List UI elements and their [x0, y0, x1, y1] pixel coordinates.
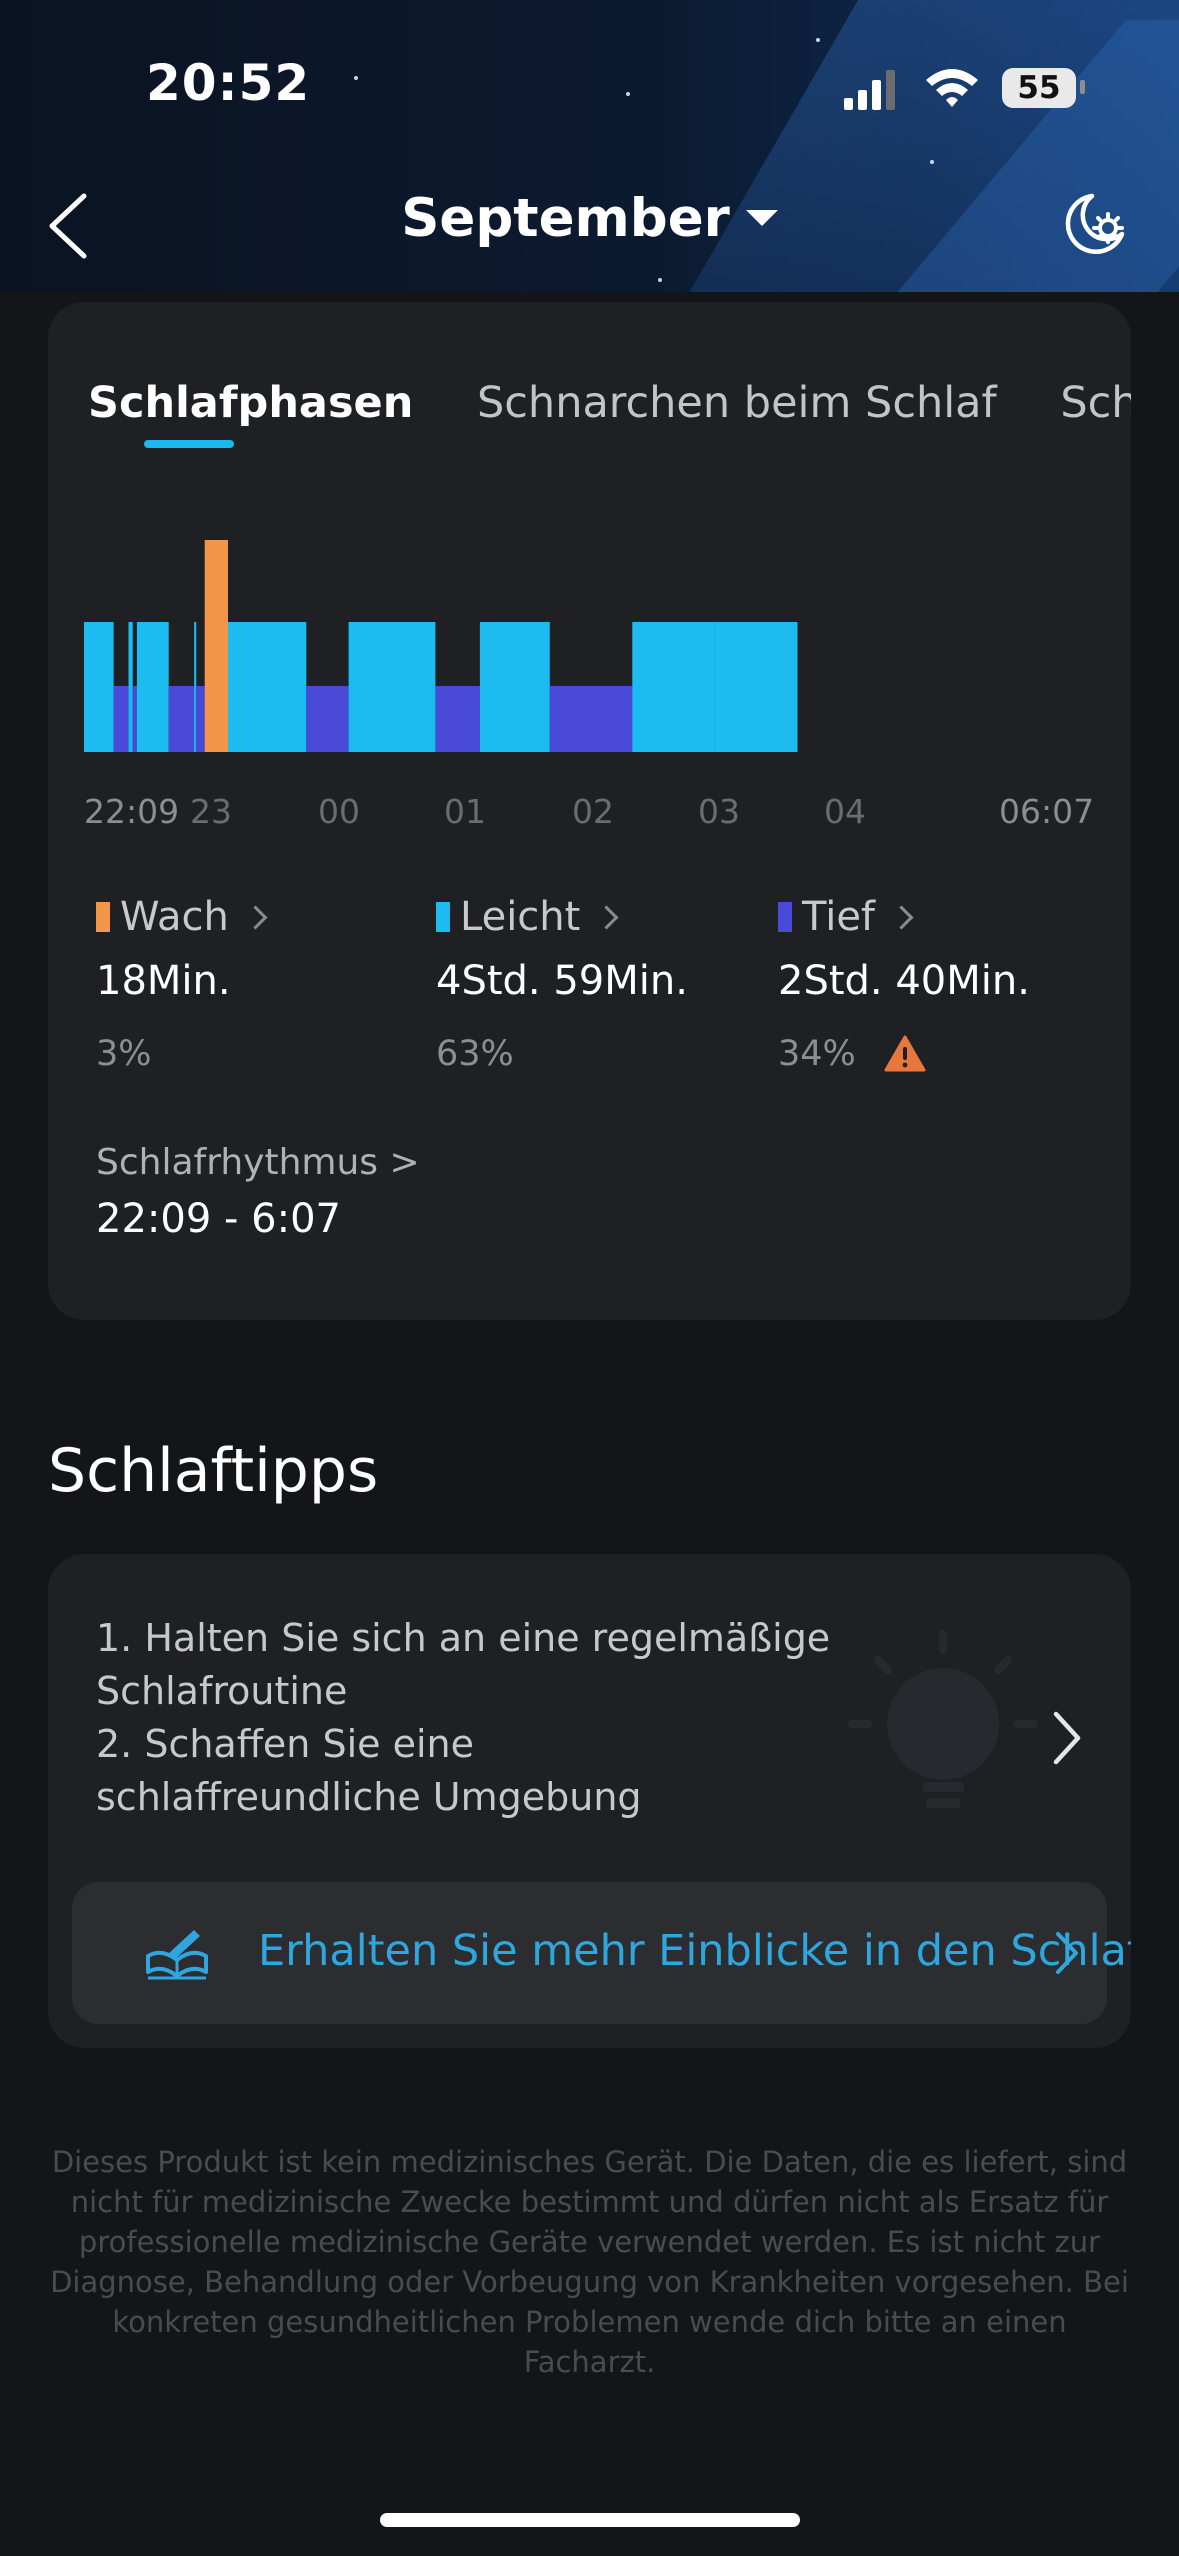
wifi-icon — [926, 69, 978, 107]
stage-bar-tief — [549, 686, 633, 752]
sleep-rhythm-value: 22:09 - 6:07 — [96, 1196, 341, 1242]
stage-bar-wach — [204, 540, 228, 752]
legend-swatch-wach — [96, 902, 110, 932]
month-selector[interactable]: September — [0, 185, 1179, 249]
stage-bar-tief — [132, 686, 137, 752]
tip-line: schlaffreundliche Umgebung — [96, 1775, 642, 1819]
lightbulb-icon — [848, 1630, 1038, 1808]
tips-text: 1. Halten Sie sich an eine regelmäßige S… — [96, 1612, 856, 1824]
caret-down-icon — [745, 210, 778, 227]
moon-gear-icon — [1065, 193, 1125, 254]
x-tick: 03 — [698, 792, 740, 831]
stat-percent: 3% — [96, 1034, 152, 1074]
chevron-left-icon — [49, 193, 87, 259]
chevron-right-icon — [594, 904, 619, 930]
stage-bar-leicht — [632, 622, 715, 752]
cellular-signal-icon — [844, 70, 895, 110]
star — [930, 160, 934, 164]
stat-label: Tief — [802, 894, 876, 940]
star — [658, 278, 662, 282]
book-pen-icon — [146, 1930, 208, 1980]
x-tick: 22:09 — [84, 792, 180, 831]
stat-label: Wach — [120, 894, 229, 940]
tab-schlafphasen[interactable]: Schlafphasen — [88, 378, 414, 428]
star — [626, 92, 630, 96]
chevron-right-icon — [889, 904, 914, 930]
x-tick: 06:07 — [999, 792, 1095, 831]
stat-value: 18Min. — [96, 958, 231, 1004]
chevron-right-icon — [243, 904, 268, 930]
stage-bar-leicht — [194, 622, 197, 752]
medical-disclaimer: Dieses Produkt ist kein medizinisches Ge… — [50, 2145, 1129, 2379]
battery-indicator: 55 — [1002, 68, 1076, 108]
legend-swatch-leicht — [436, 902, 450, 932]
stat-tief[interactable]: Tief 2Std. 40Min. 34% — [778, 894, 1030, 1074]
stat-wach[interactable]: Wach 18Min. 3% — [96, 894, 268, 1074]
stage-bar-tief — [196, 686, 205, 752]
legend-swatch-tief — [778, 902, 792, 932]
stat-percent: 34% — [778, 1034, 856, 1074]
stage-bar-leicht — [479, 622, 550, 752]
status-icons: 55 — [842, 64, 1092, 112]
x-tick: 02 — [572, 792, 614, 831]
tip-line: 2. Schaffen Sie eine — [96, 1722, 474, 1766]
stage-bar-tief — [306, 686, 349, 752]
battery-tip — [1080, 80, 1085, 94]
sleep-tips-card[interactable]: 1. Halten Sie sich an eine regelmäßige S… — [48, 1554, 1131, 2048]
stage-bar-leicht — [348, 622, 436, 752]
star — [354, 76, 358, 80]
stage-bar-tief — [168, 686, 195, 752]
stat-percent: 63% — [436, 1034, 514, 1074]
x-tick: 01 — [444, 792, 486, 831]
stage-bar-leicht — [128, 622, 133, 752]
x-tick: 04 — [824, 792, 866, 831]
stage-bar-leicht — [714, 622, 798, 752]
x-tick: 23 — [190, 792, 232, 831]
header-background — [0, 0, 1179, 292]
sleep-rhythm-link[interactable]: Schlafrhythmus > — [96, 1142, 420, 1183]
sleep-settings-button[interactable] — [1058, 190, 1128, 260]
page-title: September — [401, 187, 730, 249]
stat-value: 4Std. 59Min. — [436, 958, 688, 1004]
stat-value: 2Std. 40Min. — [778, 958, 1030, 1004]
stage-bar-leicht — [228, 622, 307, 752]
tab-schlaf[interactable]: Schlaf — [1060, 378, 1131, 428]
stat-label: Leicht — [460, 894, 581, 940]
chevron-right-icon — [1056, 1932, 1078, 1974]
section-title: Schlaftipps — [48, 1436, 379, 1506]
home-indicator[interactable] — [380, 2513, 800, 2527]
tip-line: Schlafroutine — [96, 1669, 348, 1713]
warning-icon — [884, 1035, 926, 1072]
stage-bar-tief — [113, 686, 129, 752]
tab-bar: Schlafphasen Schnarchen beim Schlaf Schl… — [88, 378, 1131, 428]
x-tick: 00 — [318, 792, 360, 831]
sleep-phases-card: Schlafphasen Schnarchen beim Schlaf Schl… — [48, 302, 1131, 1320]
active-tab-indicator — [144, 440, 234, 448]
back-button[interactable] — [40, 186, 100, 266]
status-time: 20:52 — [146, 54, 311, 112]
tab-schnarchen[interactable]: Schnarchen beim Schlaf — [477, 378, 997, 428]
stage-bar-leicht — [136, 622, 169, 752]
sleep-stages-chart — [84, 540, 798, 752]
sleep-insights-button[interactable]: Erhalten Sie mehr Einblicke in den Schla… — [72, 1882, 1131, 2024]
sleep-insights-label: Erhalten Sie mehr Einblicke in den Schla… — [258, 1926, 1131, 1976]
star — [816, 38, 820, 42]
stat-leicht[interactable]: Leicht 4Std. 59Min. 63% — [436, 894, 688, 1074]
stage-bar-leicht — [84, 622, 114, 752]
stage-bar-tief — [435, 686, 480, 752]
chevron-right-icon — [1053, 1711, 1081, 1765]
tip-line: 1. Halten Sie sich an eine regelmäßige — [96, 1616, 831, 1660]
